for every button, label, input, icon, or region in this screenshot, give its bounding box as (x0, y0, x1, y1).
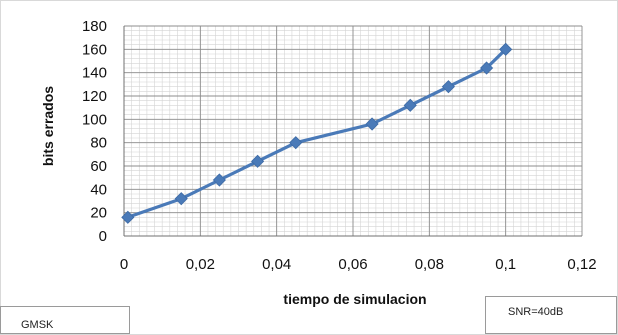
data-point-marker (499, 42, 513, 56)
y-tick-label: 180 (82, 18, 107, 35)
plot-grid (123, 25, 583, 237)
data-point-marker (441, 80, 455, 94)
data-point-marker (174, 192, 188, 206)
x-tick-label: 0,1 (495, 256, 516, 273)
x-axis-title: tiempo de simulacion (283, 291, 426, 307)
snr-label: SNR=40dB (508, 306, 564, 318)
data-point-marker (212, 173, 226, 187)
y-tick-label: 140 (82, 65, 107, 82)
x-tick-label: 0,08 (415, 256, 444, 273)
y-axis-title: bits errados (40, 86, 56, 166)
data-point-marker (480, 61, 494, 75)
modulation-label: GMSK (21, 319, 54, 331)
y-tick-label: 40 (90, 181, 107, 198)
data-point-marker (121, 210, 135, 224)
y-tick-label: 100 (82, 111, 107, 128)
axes (123, 26, 582, 237)
series-line (127, 48, 507, 219)
snr-label-box: SNR=40dB (485, 296, 617, 334)
data-point-marker (289, 136, 303, 150)
series-layer (121, 42, 513, 224)
x-tick-label: 0,06 (338, 256, 367, 273)
y-tick-label: 60 (90, 158, 107, 175)
modulation-label-box: GMSK (0, 306, 130, 334)
y-tick-label: 0 (99, 228, 107, 245)
tick-labels: 0 0,02 0,04 0,06 0,08 0,1 0,12 0 20 40 60 80 100 120 1… (82, 18, 597, 273)
x-tick-label: 0 (120, 256, 128, 273)
y-tick-label: 120 (82, 88, 107, 105)
y-tick-label: 160 (82, 41, 107, 58)
x-tick-label: 0,02 (186, 256, 215, 273)
x-tick-label: 0,04 (262, 256, 291, 273)
x-tick-label: 0,12 (567, 256, 596, 273)
data-point-marker (403, 98, 417, 112)
y-tick-label: 20 (90, 205, 107, 222)
data-point-marker (251, 154, 265, 168)
data-point-marker (365, 117, 379, 131)
y-tick-label: 80 (90, 135, 107, 152)
